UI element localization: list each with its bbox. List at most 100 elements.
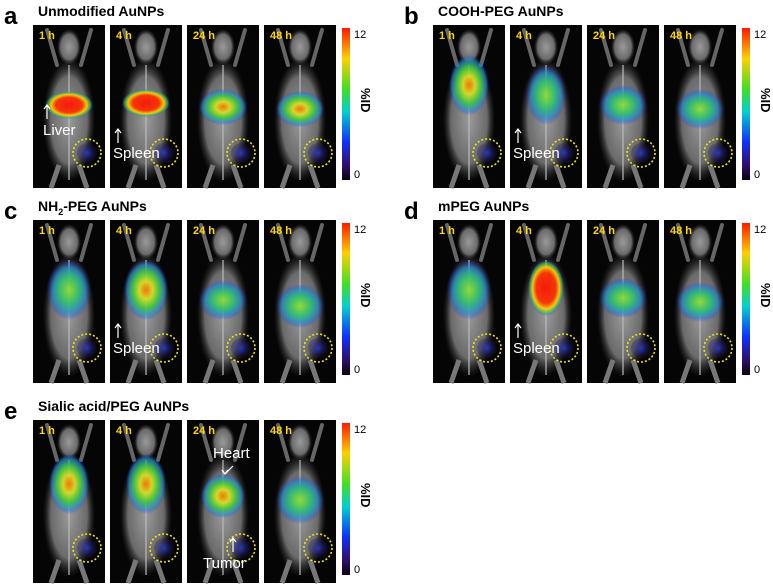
leg [707,359,721,384]
tumor-outline [626,138,656,168]
colorbar-min: 0 [754,169,760,181]
tumor-uptake [554,143,574,163]
pet-image: 24 h [587,220,659,384]
panel-title: Unmodified AuNPs [38,3,164,19]
leg [230,164,244,189]
panel: d mPEG AuNPs 1 h 4 h Spleen 24 h 48 h 12 0 %ID [404,198,773,384]
tumor-uptake [308,338,328,358]
tumor-uptake [308,143,328,163]
arm [710,28,724,67]
tumor-outline [226,138,256,168]
colorbar-min: 0 [354,169,360,181]
pet-image: 1 h [433,25,505,189]
colorbar-max: 12 [354,29,366,41]
arm [122,223,136,262]
arrow-head [221,469,229,475]
arm [522,28,536,67]
head [134,29,158,65]
panel-letter: c [4,198,17,225]
head [134,424,158,460]
arm [599,28,613,67]
uptake [45,91,93,119]
pet-image: 48 h [664,25,736,189]
head [534,29,558,65]
leg [307,559,321,584]
pet-image: 4 h Spleen [110,25,182,189]
head [457,29,481,65]
pet-image: 1 h [33,220,105,384]
arrow-head [514,323,522,329]
tumor-outline [303,533,333,563]
arm [45,223,59,262]
uptake [528,260,564,316]
pet-image: 48 h [264,420,336,584]
leg [602,359,616,384]
head [534,224,558,260]
uptake [126,454,166,514]
leg [76,359,90,384]
tumor-outline [703,333,733,363]
leg [76,164,90,189]
leg [48,359,62,384]
arm [556,223,570,262]
panel-title: NH2-PEG AuNPs [38,198,147,217]
annotation: Spleen [113,145,160,162]
time-label: 48 h [270,30,292,42]
leg [630,359,644,384]
annotation: Spleen [513,340,560,357]
uptake [526,65,566,125]
tumor-outline [72,533,102,563]
uptake [449,55,489,115]
leg [307,164,321,189]
head [288,424,312,460]
colorbar-max: 12 [754,224,766,236]
arm [156,423,170,462]
uptake [276,284,324,328]
leg [448,359,462,384]
arm [199,223,213,262]
arm [233,423,247,462]
time-label: 1 h [439,30,455,42]
tumor-uptake [477,338,497,358]
uptake [47,260,91,320]
time-label: 48 h [670,30,692,42]
tumor-outline [472,138,502,168]
uptake [124,260,168,320]
arm [45,28,59,67]
annotation: Spleen [113,340,160,357]
leg [525,164,539,189]
arm [199,28,213,67]
time-label: 1 h [439,225,455,237]
leg [125,359,139,384]
leg [48,559,62,584]
arm [276,28,290,67]
arm [156,28,170,67]
panel: c NH2-PEG AuNPs 1 h 4 h Spleen 24 h 48 h 12 0 %ID [4,198,373,384]
time-label: 24 h [593,30,615,42]
time-label: 1 h [39,425,55,437]
pet-image: 24 h Heart Tumor [187,420,259,584]
pet-image: 24 h [587,25,659,189]
tumor-outline [626,333,656,363]
arm [479,28,493,67]
leg [707,164,721,189]
leg [476,164,490,189]
tumor-uptake [554,338,574,358]
colorbar-label: %ID [758,283,773,308]
leg [153,359,167,384]
tumor-outline [303,138,333,168]
leg [48,164,62,189]
pet-image: 4 h Spleen [510,25,582,189]
time-label: 48 h [270,425,292,437]
arrow-head [43,104,51,110]
arm [156,223,170,262]
arm [122,28,136,67]
colorbar-min: 0 [354,564,360,576]
head [688,29,712,65]
colorbar-label: %ID [758,88,773,113]
pet-image: 4 h Spleen [110,220,182,384]
time-label: 4 h [116,30,132,42]
tumor-outline [72,138,102,168]
tumor-outline [226,333,256,363]
arm [676,28,690,67]
